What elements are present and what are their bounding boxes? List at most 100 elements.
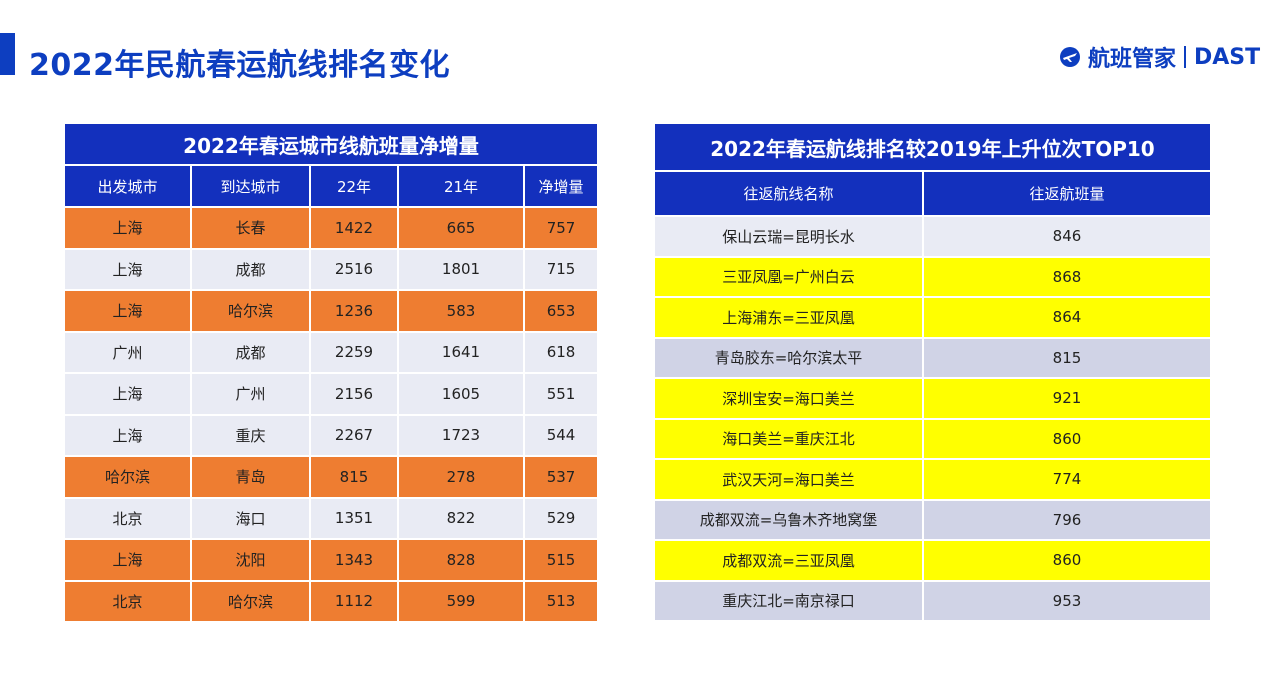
- table-row: 上海浦东=三亚凤凰 864: [653, 296, 1212, 339]
- table-cell: 1422: [309, 206, 399, 250]
- table-row: 保山云瑞=昆明长水 846: [653, 215, 1212, 258]
- table-row: 成都双流=乌鲁木齐地窝堡 796: [653, 498, 1212, 541]
- table-cell: 953: [922, 579, 1212, 622]
- table-cell: 广州: [190, 372, 311, 416]
- table-cell: 2259: [309, 330, 399, 374]
- table-cell: 广州: [63, 330, 192, 374]
- table-cell: 沈阳: [190, 538, 311, 582]
- table-row: 上海 沈阳 1343 828 515: [63, 538, 600, 582]
- table-cell: 上海: [63, 206, 192, 250]
- brand-logo: 航班管家 DAST: [1058, 43, 1261, 72]
- table-cell: 上海: [63, 413, 192, 457]
- city-route-net-increase-table: 2022年春运城市线航班量净增量 出发城市 到达城市 22年 21年 净增量 上海 长春 1…: [62, 122, 600, 623]
- table-cell: 1112: [309, 579, 399, 623]
- table-cell: 583: [397, 289, 525, 333]
- table-cell: 822: [397, 496, 525, 540]
- table-cell: 2516: [309, 247, 399, 291]
- table-cell: 1236: [309, 289, 399, 333]
- table-row: 北京 海口 1351 822 529: [63, 496, 600, 540]
- table-cell: 武汉天河=海口美兰: [653, 458, 924, 501]
- table-cell: 1343: [309, 538, 399, 582]
- table-row: 深圳宝安=海口美兰 921: [653, 377, 1212, 420]
- table-cell: 846: [922, 215, 1212, 258]
- table-cell: 513: [522, 579, 600, 623]
- table-cell: 1605: [397, 372, 525, 416]
- table-cell: 544: [522, 413, 600, 457]
- table-cell: 成都双流=乌鲁木齐地窝堡: [653, 498, 924, 541]
- table-cell: 成都: [190, 330, 311, 374]
- table-cell: 665: [397, 206, 525, 250]
- table-cell: 2156: [309, 372, 399, 416]
- table-cell: 278: [397, 455, 525, 499]
- logo-brand: DAST: [1194, 44, 1261, 70]
- table-cell: 515: [522, 538, 600, 582]
- table-cell: 2267: [309, 413, 399, 457]
- table-cell: 海口美兰=重庆江北: [653, 417, 924, 460]
- table-cell: 529: [522, 496, 600, 540]
- table-cell: 上海: [63, 538, 192, 582]
- table-cell: 深圳宝安=海口美兰: [653, 377, 924, 420]
- table-cell: 1723: [397, 413, 525, 457]
- column-header: 21年: [397, 164, 525, 208]
- table-row: 上海 长春 1422 665 757: [63, 206, 600, 250]
- table-cell: 上海: [63, 372, 192, 416]
- table-cell: 上海: [63, 289, 192, 333]
- table-row: 重庆江北=南京禄口 953: [653, 579, 1212, 622]
- table-cell: 成都: [190, 247, 311, 291]
- table-cell: 青岛胶东=哈尔滨太平: [653, 336, 924, 379]
- column-header: 出发城市: [63, 164, 192, 208]
- column-header: 到达城市: [190, 164, 311, 208]
- table-cell: 868: [922, 255, 1212, 298]
- table-row: 海口美兰=重庆江北 860: [653, 417, 1212, 460]
- route-ranking-rise-top10-table: 2022年春运航线排名较2019年上升位次TOP10 往返航线名称 往返航班量 保…: [653, 122, 1212, 622]
- table-row: 上海 成都 2516 1801 715: [63, 247, 600, 291]
- table-cell: 哈尔滨: [190, 579, 311, 623]
- table-cell: 599: [397, 579, 525, 623]
- table-cell: 828: [397, 538, 525, 582]
- table-cell: 重庆: [190, 413, 311, 457]
- table-cell: 上海浦东=三亚凤凰: [653, 296, 924, 339]
- table-row: 上海 哈尔滨 1236 583 653: [63, 289, 600, 333]
- table-cell: 796: [922, 498, 1212, 541]
- logo-cn-name: 航班管家: [1088, 47, 1177, 72]
- table-cell: 青岛: [190, 455, 311, 499]
- table-cell: 653: [522, 289, 600, 333]
- table-cell: 1801: [397, 247, 525, 291]
- table-row: 三亚凤凰=广州白云 868: [653, 255, 1212, 298]
- table-row: 青岛胶东=哈尔滨太平 815: [653, 336, 1212, 379]
- table-cell: 537: [522, 455, 600, 499]
- column-header: 往返航线名称: [653, 170, 924, 217]
- table-row: 武汉天河=海口美兰 774: [653, 458, 1212, 501]
- table-cell: 815: [309, 455, 399, 499]
- column-header: 净增量: [522, 164, 600, 208]
- table-row: 北京 哈尔滨 1112 599 513: [63, 579, 600, 623]
- table-cell: 三亚凤凰=广州白云: [653, 255, 924, 298]
- table-cell: 757: [522, 206, 600, 250]
- table-cell: 保山云瑞=昆明长水: [653, 215, 924, 258]
- table-row: 广州 成都 2259 1641 618: [63, 330, 600, 374]
- table-cell: 551: [522, 372, 600, 416]
- logo-divider: [1184, 46, 1187, 68]
- table-cell: 921: [922, 377, 1212, 420]
- table-cell: 618: [522, 330, 600, 374]
- table-row: 成都双流=三亚凤凰 860: [653, 539, 1212, 582]
- table-cell: 815: [922, 336, 1212, 379]
- title-accent-bar: [0, 33, 15, 75]
- table-cell: 864: [922, 296, 1212, 339]
- right-table-title: 2022年春运航线排名较2019年上升位次TOP10: [653, 122, 1212, 172]
- table-cell: 北京: [63, 579, 192, 623]
- table-cell: 774: [922, 458, 1212, 501]
- table-cell: 1351: [309, 496, 399, 540]
- column-header: 往返航班量: [922, 170, 1212, 217]
- table-cell: 860: [922, 539, 1212, 582]
- table-row: 上海 广州 2156 1605 551: [63, 372, 600, 416]
- table-cell: 715: [522, 247, 600, 291]
- page-title: 2022年民航春运航线排名变化: [29, 48, 450, 83]
- table-cell: 860: [922, 417, 1212, 460]
- table-cell: 1641: [397, 330, 525, 374]
- right-table-header-row: 往返航线名称 往返航班量: [653, 170, 1212, 217]
- table-cell: 长春: [190, 206, 311, 250]
- table-row: 上海 重庆 2267 1723 544: [63, 413, 600, 457]
- table-cell: 哈尔滨: [63, 455, 192, 499]
- table-cell: 成都双流=三亚凤凰: [653, 539, 924, 582]
